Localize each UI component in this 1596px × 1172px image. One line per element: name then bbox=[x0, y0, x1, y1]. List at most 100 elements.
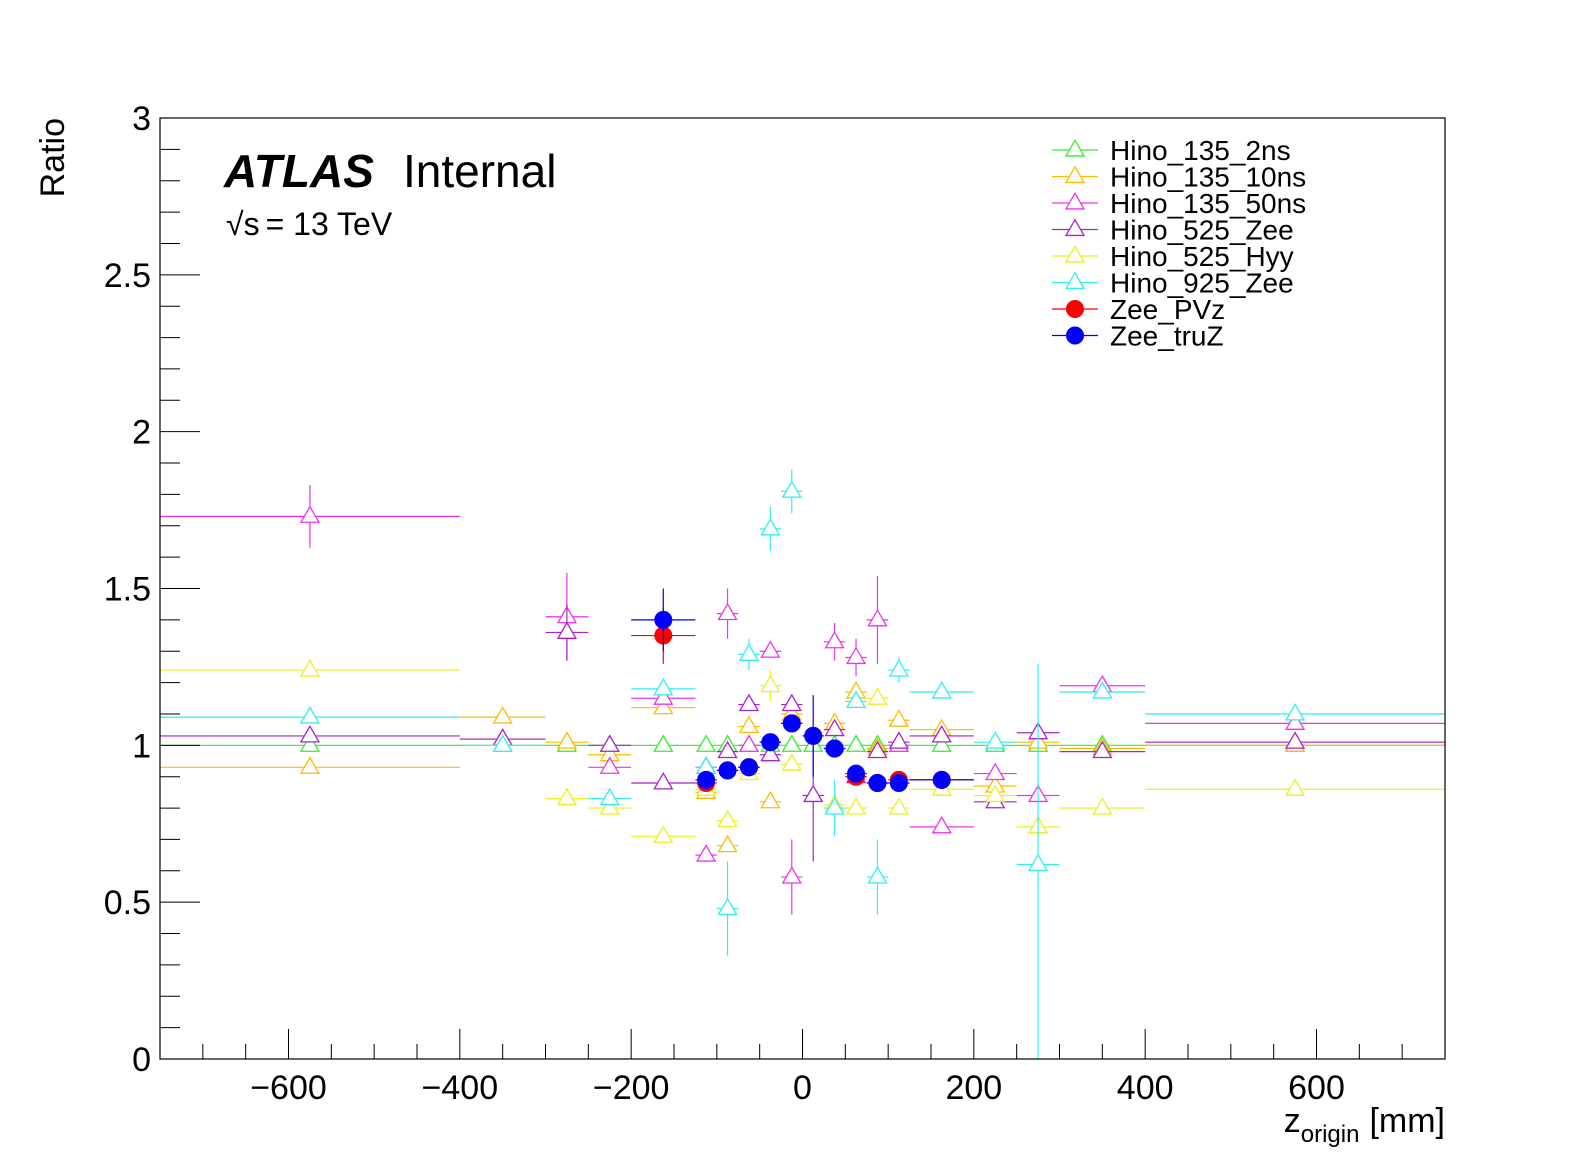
data-point bbox=[717, 809, 738, 828]
legend-entry: Zee_PVz bbox=[1052, 294, 1225, 325]
data-point bbox=[299, 706, 321, 724]
data-point bbox=[697, 770, 716, 789]
data-point bbox=[985, 784, 1006, 803]
x-tick-label: 400 bbox=[1117, 1069, 1174, 1107]
energy-sqrt-s: √s bbox=[226, 206, 260, 242]
data-point bbox=[781, 734, 802, 752]
data-point bbox=[1027, 853, 1049, 872]
data-point bbox=[695, 734, 717, 752]
x-axis-title-main: z bbox=[1284, 1102, 1301, 1140]
data-point bbox=[781, 753, 802, 771]
data-point bbox=[492, 706, 513, 724]
data-point bbox=[299, 724, 321, 743]
legend-marker bbox=[1064, 245, 1086, 263]
data-point bbox=[888, 709, 910, 727]
data-point bbox=[825, 739, 844, 758]
x-axis: −600 −400 −200 0 200 400 600 bbox=[202, 1029, 1403, 1107]
data-point bbox=[556, 621, 578, 639]
x-axis-title-unit: [mm] bbox=[1369, 1102, 1445, 1140]
legend-entry: Hino_525_Hyy bbox=[1052, 241, 1294, 272]
data-point bbox=[695, 844, 717, 862]
data-point bbox=[931, 681, 952, 699]
data-point bbox=[653, 734, 674, 752]
legend-label: Hino_135_2ns bbox=[1110, 135, 1291, 166]
data-point bbox=[868, 773, 887, 792]
data-point bbox=[781, 480, 802, 498]
data-point bbox=[599, 787, 620, 806]
data-point bbox=[824, 630, 845, 649]
data-point bbox=[738, 715, 760, 734]
energy-label: √s = 13 TeV bbox=[226, 206, 393, 242]
x-tick-label: −600 bbox=[250, 1069, 327, 1107]
y-tick-label: 1 bbox=[132, 727, 151, 765]
series-Zee_truZ bbox=[631, 588, 974, 792]
data-point bbox=[761, 733, 780, 752]
data-point bbox=[760, 790, 781, 809]
data-point bbox=[760, 674, 781, 693]
data-point bbox=[738, 693, 760, 712]
data-point bbox=[824, 718, 845, 737]
data-point bbox=[760, 517, 781, 536]
data-point bbox=[653, 696, 674, 715]
data-point bbox=[739, 758, 758, 777]
data-point bbox=[738, 734, 760, 752]
data-point bbox=[804, 726, 823, 745]
legend-label: Hino_525_Zee bbox=[1110, 215, 1294, 246]
data-point bbox=[889, 773, 908, 792]
legend-marker bbox=[1066, 300, 1084, 318]
data-point bbox=[867, 866, 888, 884]
legend-label: Hino_135_10ns bbox=[1110, 162, 1306, 193]
data-point bbox=[845, 690, 867, 708]
legend-marker bbox=[1064, 192, 1086, 210]
data-point bbox=[1092, 681, 1113, 699]
legend-label: Hino_135_50ns bbox=[1110, 188, 1306, 219]
x-tick-label: 200 bbox=[945, 1069, 1002, 1107]
data-point bbox=[299, 659, 321, 677]
data-point bbox=[299, 505, 321, 523]
legend-label: Zee_truZ bbox=[1110, 321, 1224, 352]
legend-label: Zee_PVz bbox=[1110, 294, 1225, 325]
series-Hino_525_Zee bbox=[160, 604, 1445, 862]
y-tick-label: 2 bbox=[132, 414, 151, 452]
data-point bbox=[653, 772, 674, 790]
legend-label: Hino_525_Hyy bbox=[1110, 241, 1294, 272]
data-point bbox=[717, 740, 738, 759]
atlas-label: ATLAS bbox=[223, 145, 374, 197]
data-point bbox=[888, 797, 910, 815]
data-point bbox=[824, 797, 845, 815]
data-point bbox=[1284, 731, 1306, 749]
data-point bbox=[760, 743, 781, 762]
data-point bbox=[985, 762, 1006, 781]
data-point bbox=[738, 643, 760, 661]
data-point bbox=[599, 734, 620, 752]
data-point bbox=[556, 787, 578, 806]
internal-label: Internal bbox=[403, 145, 556, 197]
data-point bbox=[653, 825, 674, 843]
x-tick-label: −400 bbox=[422, 1069, 499, 1107]
data-point bbox=[931, 724, 952, 743]
data-point bbox=[867, 687, 888, 705]
data-point bbox=[985, 731, 1006, 749]
data-point bbox=[299, 756, 321, 774]
x-tick-label: 0 bbox=[793, 1069, 812, 1107]
data-point bbox=[931, 815, 952, 834]
y-tick-label: 0 bbox=[132, 1041, 151, 1079]
legend-entry: Hino_525_Zee bbox=[1052, 215, 1294, 246]
data-point bbox=[845, 734, 867, 752]
x-tick-label: 600 bbox=[1288, 1069, 1345, 1107]
data-point bbox=[845, 797, 867, 815]
data-marks bbox=[160, 469, 1445, 1059]
data-point bbox=[1284, 778, 1306, 796]
data-point bbox=[803, 784, 824, 803]
data-point bbox=[653, 687, 674, 705]
y-axis: 0 0.5 1 1.5 2 2.5 3 bbox=[104, 100, 200, 1079]
data-point bbox=[1284, 703, 1306, 721]
data-point bbox=[782, 714, 801, 733]
legend-entry: Zee_truZ bbox=[1052, 321, 1224, 352]
data-point bbox=[599, 756, 620, 774]
data-point bbox=[299, 734, 321, 752]
data-point bbox=[781, 693, 802, 712]
data-point bbox=[1092, 797, 1113, 815]
data-point bbox=[654, 610, 673, 629]
legend-entry: Hino_925_Zee bbox=[1052, 268, 1294, 299]
